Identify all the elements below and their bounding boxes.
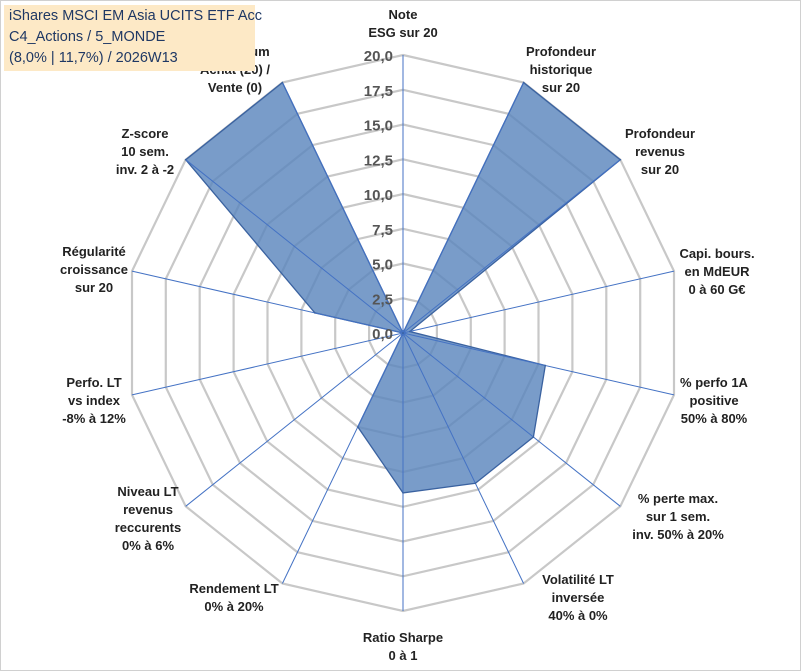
axis-label-line: Vente (0)	[208, 80, 262, 95]
axis-label-line: vs index	[68, 393, 121, 408]
axis-label: % perfo 1A positive 50% à 80%	[680, 375, 749, 426]
axis-label-line: Rendement LT	[189, 581, 278, 596]
axis-line	[185, 159, 404, 334]
axis-label-line: Volatilité LT	[542, 572, 614, 587]
axis-label: Perfo. LT vs index -8% à 12%	[62, 375, 126, 426]
data-point	[522, 81, 525, 84]
data-point	[402, 332, 404, 334]
axis-label-line: Capi. bours.	[679, 246, 754, 261]
data-point	[402, 492, 404, 494]
chart-title-box: iShares MSCI EM Asia UCITS ETF Acc C4_Ac…	[4, 5, 262, 71]
axis-label-line: Ratio Sharpe	[363, 630, 443, 645]
axis-label: Capi. bours. en MdEUR 0 à 60 G€	[679, 246, 754, 297]
axis-line	[281, 332, 404, 584]
axis-line	[402, 270, 675, 334]
axis-label-line: sur 20	[641, 162, 679, 177]
axis-label-line: 0 à 1	[389, 648, 418, 663]
axis-label-line: -8% à 12%	[62, 411, 126, 426]
axis-label-line: 0% à 20%	[204, 599, 264, 614]
series-area-score	[184, 81, 622, 494]
data-point	[409, 330, 411, 333]
tick-label: 7,5	[372, 222, 393, 239]
axis-label-line: Régularité	[62, 244, 126, 259]
data-point	[474, 482, 477, 485]
tick-label: 20,0	[364, 48, 393, 65]
tick-label: 0,0	[372, 326, 393, 343]
data-point	[314, 312, 316, 314]
axis-label-line: Note	[389, 7, 418, 22]
data-point	[544, 364, 547, 367]
axis-label-line: 0% à 6%	[122, 538, 174, 553]
axis-label-line: 10 sem.	[121, 144, 169, 159]
axis-label-line: sur 20	[542, 80, 580, 95]
axis-label-line: inv. 50% à 20%	[632, 527, 724, 542]
axis-label-line: % perfo 1A	[680, 375, 749, 390]
axis-label-line: Perfo. LT	[66, 375, 121, 390]
data-point	[184, 158, 187, 161]
axis-label: Profondeur revenus sur 20	[625, 126, 695, 177]
axis-line	[402, 159, 621, 334]
axis-line	[131, 270, 404, 334]
axis-label: Volatilité LT inversée 40% à 0%	[542, 572, 614, 623]
axis-label: Régularité croissance sur 20	[60, 244, 128, 295]
axis-label: Profondeur historique sur 20	[526, 44, 596, 95]
tick-label: 15,0	[364, 118, 393, 135]
axis-label-line: revenus	[123, 502, 173, 517]
axis-label: Z-score 10 sem. inv. 2 à -2	[116, 126, 174, 177]
axis-label-line: sur 20	[75, 280, 113, 295]
axis-label: Niveau LT revenus reccurents 0% à 6%	[115, 484, 181, 553]
tick-label: 17,5	[364, 83, 393, 100]
axis-label-line: 50% à 80%	[681, 411, 748, 426]
axis-label-line: Profondeur	[526, 44, 596, 59]
axis-label-line: 0 à 60 G€	[688, 282, 745, 297]
tick-label: 2,5	[372, 291, 393, 308]
title-line-2: C4_Actions / 5_MONDE	[9, 29, 166, 45]
axis-label-line: reccurents	[115, 520, 181, 535]
axis-line	[281, 82, 404, 334]
axis-label-line: % perte max.	[638, 491, 718, 506]
tick-label: 5,0	[372, 257, 393, 274]
tick-label: 12,5	[364, 152, 393, 169]
axis-line	[402, 332, 525, 584]
axis-line	[402, 332, 621, 507]
axis-line	[185, 332, 404, 507]
axis-label: Note ESG sur 20	[368, 7, 437, 40]
axis-label-line: Niveau LT	[117, 484, 178, 499]
axis-line	[131, 332, 404, 396]
data-point	[281, 81, 284, 84]
axis-line	[402, 332, 675, 396]
axis-label-line: Profondeur	[625, 126, 695, 141]
axis-label-line: positive	[689, 393, 738, 408]
axis-label: Rendement LT 0% à 20%	[189, 581, 278, 614]
axis-label-line: en MdEUR	[685, 264, 751, 279]
axis-label-line: revenus	[635, 144, 685, 159]
axis-label-line: Z-score	[122, 126, 169, 141]
data-point	[619, 158, 622, 161]
data-point	[357, 426, 359, 428]
axis-label-line: inversée	[552, 590, 605, 605]
axis-label: Ratio Sharpe 0 à 1	[363, 630, 443, 663]
axis-label-line: 40% à 0%	[548, 608, 608, 623]
data-point	[532, 436, 535, 438]
title-line-3: (8,0% | 11,7%) / 2026W13	[9, 50, 178, 66]
axis-line	[402, 82, 525, 334]
axis-label-line: croissance	[60, 262, 128, 277]
axis-label-line: ESG sur 20	[368, 25, 437, 40]
axis-label-line: inv. 2 à -2	[116, 162, 174, 177]
title-line-1: iShares MSCI EM Asia UCITS ETF Acc	[9, 8, 262, 24]
tick-label: 10,0	[364, 187, 393, 204]
axis-label-line: historique	[530, 62, 593, 77]
axis-label: % perte max. sur 1 sem. inv. 50% à 20%	[632, 491, 724, 542]
axis-label-line: sur 1 sem.	[646, 509, 710, 524]
